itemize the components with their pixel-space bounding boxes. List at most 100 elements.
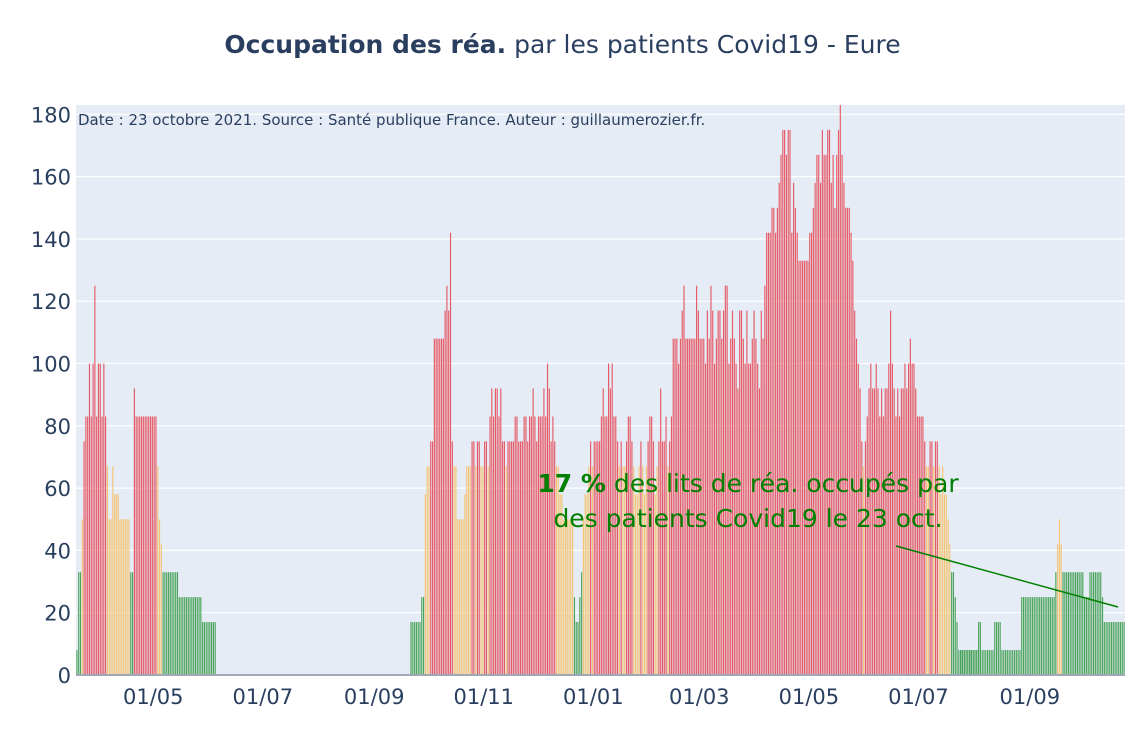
bar <box>685 338 687 675</box>
bar <box>88 363 91 675</box>
bar <box>559 494 561 675</box>
y-tick-labels: 0 20 40 60 80 100 120 140 160 180 <box>31 103 71 688</box>
bar <box>943 494 946 675</box>
bar <box>866 416 868 675</box>
bar <box>570 519 572 675</box>
bar <box>166 572 168 675</box>
bar <box>873 388 876 675</box>
bar <box>924 441 926 675</box>
bar <box>918 416 920 675</box>
bar <box>634 494 637 675</box>
bar <box>863 466 865 675</box>
bar <box>992 650 994 675</box>
bar <box>185 597 188 675</box>
bar <box>572 519 574 675</box>
bar <box>825 154 827 675</box>
bar <box>981 650 983 675</box>
bar <box>735 363 737 675</box>
bar <box>987 650 989 675</box>
bar <box>110 519 112 675</box>
bar <box>555 466 558 675</box>
bar <box>205 622 207 675</box>
bar <box>879 416 881 675</box>
bar <box>898 416 901 675</box>
bar <box>837 129 840 675</box>
bar <box>115 494 117 675</box>
bar <box>1042 597 1044 675</box>
callout-arrow-line <box>895 545 1119 608</box>
bar <box>176 572 179 675</box>
bar <box>893 388 895 675</box>
bar <box>703 338 705 675</box>
bar <box>979 622 981 675</box>
bar <box>728 363 730 675</box>
x-tick-label: 01/07 <box>233 685 294 709</box>
bar <box>433 338 435 675</box>
bar <box>1091 572 1093 675</box>
bar <box>1012 650 1014 675</box>
bar <box>669 441 671 675</box>
bar <box>502 441 504 675</box>
callout-percentage: 17 % <box>537 469 606 498</box>
bar <box>496 388 498 675</box>
bar <box>823 154 825 675</box>
bar <box>642 466 644 675</box>
bar <box>523 416 525 675</box>
bar <box>670 416 673 675</box>
bar <box>455 466 457 675</box>
bar <box>453 466 455 675</box>
bar <box>897 388 899 675</box>
bar <box>638 466 640 675</box>
bar <box>1085 597 1087 675</box>
bar <box>521 441 523 675</box>
bar <box>184 597 186 675</box>
bar <box>740 310 743 675</box>
bar <box>751 338 753 675</box>
bar <box>1053 597 1055 675</box>
bar <box>925 466 928 675</box>
bar <box>525 416 527 675</box>
bar <box>211 622 213 675</box>
bar <box>974 650 976 675</box>
callout-line2: des patients Covid19 le 23 oct. <box>553 504 943 533</box>
bar <box>1110 622 1113 675</box>
y-tick-label: 120 <box>31 290 71 314</box>
bar <box>785 154 787 675</box>
bar <box>439 338 441 675</box>
bar <box>1010 650 1012 675</box>
bar <box>773 207 775 676</box>
bar <box>105 416 107 675</box>
bar <box>582 519 585 675</box>
bar <box>613 416 615 675</box>
bar <box>947 519 949 675</box>
bar <box>187 597 189 675</box>
bar <box>706 310 708 675</box>
bar <box>985 650 987 675</box>
bar <box>97 363 100 675</box>
bar <box>640 441 642 675</box>
bar <box>162 572 164 675</box>
bar <box>906 388 908 675</box>
bar <box>809 232 811 675</box>
bar <box>731 310 734 675</box>
bar <box>784 129 786 675</box>
bar <box>916 416 919 675</box>
bar <box>548 388 550 675</box>
bar <box>1003 650 1005 675</box>
bar <box>193 597 195 675</box>
bar <box>755 338 757 675</box>
bar <box>564 519 567 675</box>
x-tick-label: 01/01 <box>563 685 624 709</box>
bar <box>532 388 534 675</box>
bar <box>140 416 143 675</box>
bar <box>457 519 459 675</box>
bar <box>606 416 608 675</box>
bar <box>554 441 556 675</box>
bar <box>516 416 518 675</box>
bar <box>123 519 125 675</box>
bar <box>1057 544 1059 675</box>
bar <box>798 260 800 675</box>
bar <box>810 232 813 675</box>
bar <box>855 338 858 675</box>
bar <box>713 363 716 675</box>
